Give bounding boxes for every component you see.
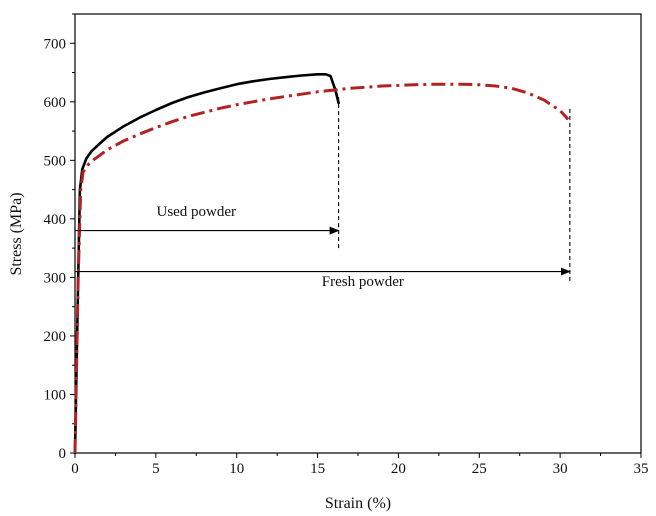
series-line-fresh-powder — [73, 82, 570, 454]
y-tick-label: 100 — [44, 387, 67, 403]
y-tick-label: 400 — [44, 212, 67, 228]
annotation-used-powder: Used powder — [156, 204, 236, 220]
y-tick-label: 600 — [44, 95, 67, 111]
y-axis-label: Stress (MPa) — [8, 192, 25, 275]
y-tick-label: 700 — [44, 36, 67, 52]
x-axis-label: Strain (%) — [325, 495, 391, 512]
x-tick-label: 0 — [71, 461, 79, 477]
plot-frame — [74, 13, 642, 454]
x-tick-label: 15 — [310, 461, 325, 477]
x-tick-label: 5 — [152, 461, 160, 477]
x-tick-label: 25 — [472, 461, 487, 477]
annotation-fresh-powder: Fresh powder — [322, 274, 404, 290]
x-tick-label: 10 — [229, 461, 244, 477]
y-tick-label: 300 — [44, 270, 67, 286]
x-tick-label: 35 — [634, 461, 649, 477]
y-tick-label: 500 — [44, 153, 67, 169]
x-tick-label: 20 — [391, 461, 406, 477]
series-layer — [73, 73, 570, 455]
series-line-used-powder — [73, 73, 340, 455]
y-tick-label: 200 — [44, 329, 67, 345]
annotation-layer: Used powder Fresh powder — [75, 97, 571, 290]
x-tick-label: 30 — [553, 461, 568, 477]
y-tick-label: 0 — [59, 446, 67, 462]
axis-ticks: 0 5 10 15 20 25 30 35 0 100 200 300 400 500 600 700 — [44, 13, 649, 477]
